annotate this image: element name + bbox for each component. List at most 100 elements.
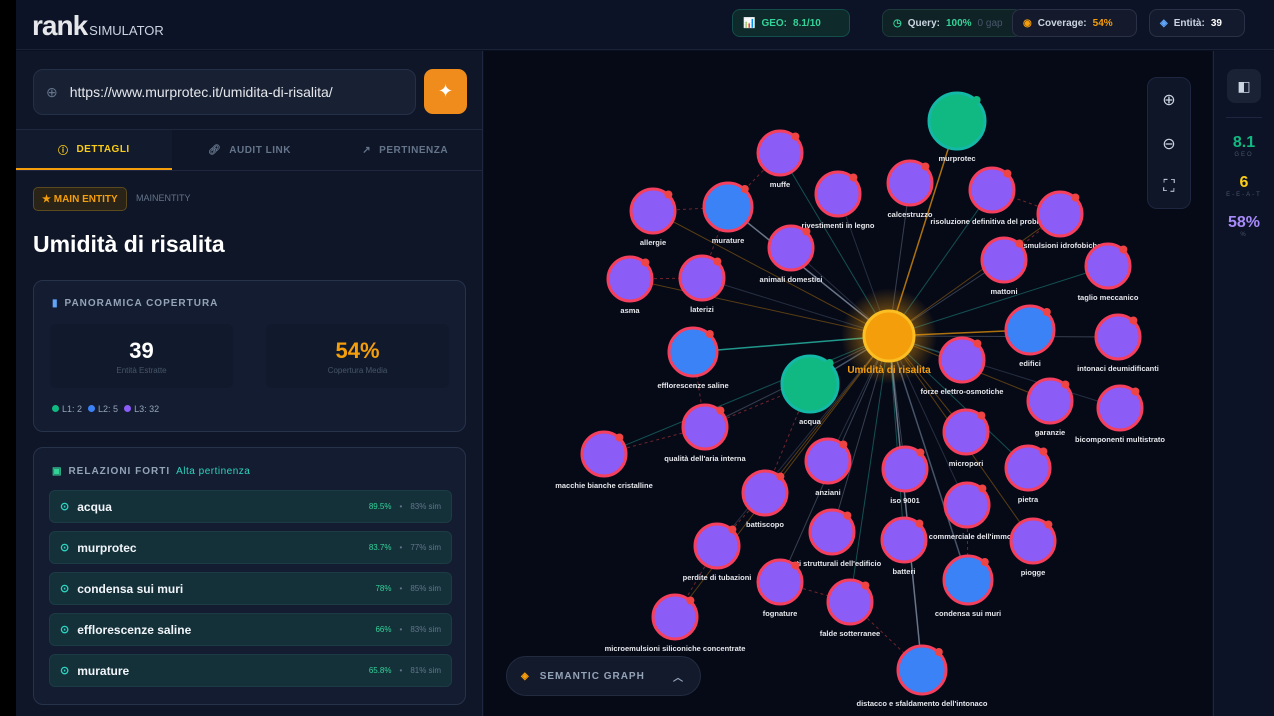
node-label: acqua — [799, 417, 822, 426]
graph-node — [629, 187, 677, 235]
node-status-dot — [728, 525, 737, 534]
node-label: piogge — [1021, 568, 1046, 577]
relation-sim-sep: • — [399, 584, 403, 593]
node-label: edifici — [1019, 359, 1041, 368]
zoom-in-icon[interactable]: ⊕ — [1162, 92, 1176, 109]
globe-icon: ⊕ — [46, 83, 58, 100]
check-circle-icon: ⊙ — [60, 665, 70, 677]
layers-icon: ◈ — [521, 670, 530, 682]
relation-name: murature — [77, 663, 130, 678]
node-status-dot — [849, 173, 858, 182]
tab-pertinenza[interactable]: ↗ PERTINENZA — [327, 130, 483, 170]
relation-score: 83.7% — [368, 543, 392, 552]
node-label: allergie — [640, 238, 666, 247]
node-status-dot — [972, 96, 981, 104]
node-status-dot — [776, 472, 785, 481]
coverage-stat: 54% Copertura Media — [266, 324, 449, 388]
node-label: perdite di tubazioni — [683, 573, 752, 582]
tab-audit-link[interactable]: 🔗︎ AUDIT LINK — [172, 130, 328, 170]
relation-item[interactable]: ⊙ acqua 89.5% • 83% sim — [49, 490, 452, 523]
check-circle-icon: ⊙ — [60, 542, 70, 554]
node-label: murature — [712, 236, 745, 245]
geo-label: GEO: — [761, 17, 788, 29]
node-status-dot — [915, 519, 924, 528]
graph-node — [942, 408, 990, 456]
tabs: ⓘ DETTAGLI 🔗︎ AUDIT LINK ↗ PERTINENZA — [16, 129, 483, 171]
coverage-value: 54% — [1092, 17, 1113, 29]
graph-node — [1004, 444, 1052, 492]
query-pill[interactable]: ◷ Query: 100% 0 gap — [882, 9, 1022, 37]
panel-toggle-button[interactable]: ◧ — [1227, 69, 1261, 103]
entities-stat: 39 Entità Estratte — [50, 324, 233, 388]
node-status-dot — [1129, 316, 1138, 325]
relation-item[interactable]: ⊙ efflorescenze saline 66% • 83% sim — [49, 613, 452, 646]
node-label: efflorescenze saline — [657, 381, 728, 390]
entities-pill[interactable]: ◈ Entità: 39 — [1149, 9, 1245, 37]
node-label: asma — [620, 306, 640, 315]
entities-label: Entità: — [1173, 17, 1205, 29]
graph-node — [693, 522, 741, 570]
side-metric: 6 E-E-A-T — [1214, 174, 1274, 198]
node-status-dot — [664, 190, 673, 199]
graph-edge — [603, 335, 890, 455]
target-icon: ◉ — [1023, 17, 1032, 29]
graph-node — [756, 558, 804, 606]
url-input[interactable]: ⊕ https://www.murprotec.it/umidita-di-ris… — [33, 69, 416, 115]
tab-dettagli[interactable]: ⓘ DETTAGLI — [16, 130, 172, 170]
bar-chart-icon: ▮ — [52, 298, 59, 309]
graph-node — [741, 469, 789, 517]
analyze-button[interactable]: ✦ — [424, 69, 467, 114]
node-status-dot — [825, 359, 834, 367]
relation-sim: 77% sim — [410, 543, 441, 552]
metric-value: 8.1 — [1232, 134, 1256, 151]
relation-score: 65.8% — [368, 666, 392, 675]
relation-sim-sep: • — [399, 666, 403, 675]
relation-item[interactable]: ⊙ murprotec 83.7% • 77% sim — [49, 531, 452, 564]
graph-node — [1004, 304, 1056, 356]
node-status-dot — [1003, 169, 1012, 178]
node-label: iso 9001 — [890, 496, 920, 505]
graph-node — [678, 254, 726, 302]
node-label: rivestimenti in legno — [802, 221, 875, 230]
node-label: osmulsioni idrofobiche — [1019, 241, 1102, 250]
metric-value: 58% — [1227, 214, 1261, 231]
node-status-dot — [686, 596, 695, 605]
coverage-pill[interactable]: ◉ Coverage: 54% — [1012, 9, 1137, 37]
node-status-dot — [843, 511, 852, 520]
semantic-graph[interactable]: Umidità di risalita murprotec acqua muratur… — [484, 51, 1212, 716]
tab-label: AUDIT LINK — [229, 144, 291, 156]
relation-sim: 83% sim — [410, 625, 441, 634]
relation-score: 66% — [375, 625, 392, 634]
node-label: anziani — [815, 488, 840, 497]
graph-node — [968, 166, 1016, 214]
node-status-dot — [1131, 387, 1140, 396]
node-label: Umidità di risalita — [847, 365, 931, 376]
node-status-dot — [1015, 239, 1024, 248]
graph-canvas[interactable]: Umidità di risalita murprotec acqua muratur… — [484, 51, 1212, 716]
graph-edge — [849, 601, 923, 671]
node-status-dot — [740, 185, 749, 193]
graph-node — [606, 255, 654, 303]
node-label: batteri — [893, 567, 916, 576]
graph-node — [896, 644, 948, 696]
node-status-dot — [1061, 380, 1070, 389]
node-status-dot — [1039, 447, 1048, 456]
node-label: mattoni — [990, 287, 1017, 296]
fullscreen-icon[interactable]: ⛶ — [1163, 178, 1175, 195]
relation-item[interactable]: ⊙ murature 65.8% • 81% sim — [49, 654, 452, 687]
relation-sim: 83% sim — [410, 502, 441, 511]
relation-sim: 81% sim — [410, 666, 441, 675]
node-label: bicomponenti multistrato — [1075, 435, 1165, 444]
node-label: murprotec — [938, 154, 975, 163]
relation-item[interactable]: ⊙ condensa sui muri 78% • 85% sim — [49, 572, 452, 605]
node-status-dot — [1044, 520, 1053, 529]
relation-name: efflorescenze saline — [77, 622, 192, 637]
card-title: RELAZIONI FORTI — [68, 466, 171, 477]
zoom-out-icon[interactable]: ⊖ — [1162, 136, 1176, 153]
node-label: microemulsioni siliconiche concentrate — [605, 644, 746, 653]
tab-label: PERTINENZA — [379, 144, 449, 156]
node-label: falde sotterranee — [820, 629, 880, 638]
logo: rank SIMULATOR — [32, 10, 164, 42]
geo-pill[interactable]: 📊 GEO: 8.1/10 — [732, 9, 850, 37]
semantic-graph-toggle[interactable]: ◈ SEMANTIC GRAPH ︿ — [506, 656, 701, 696]
